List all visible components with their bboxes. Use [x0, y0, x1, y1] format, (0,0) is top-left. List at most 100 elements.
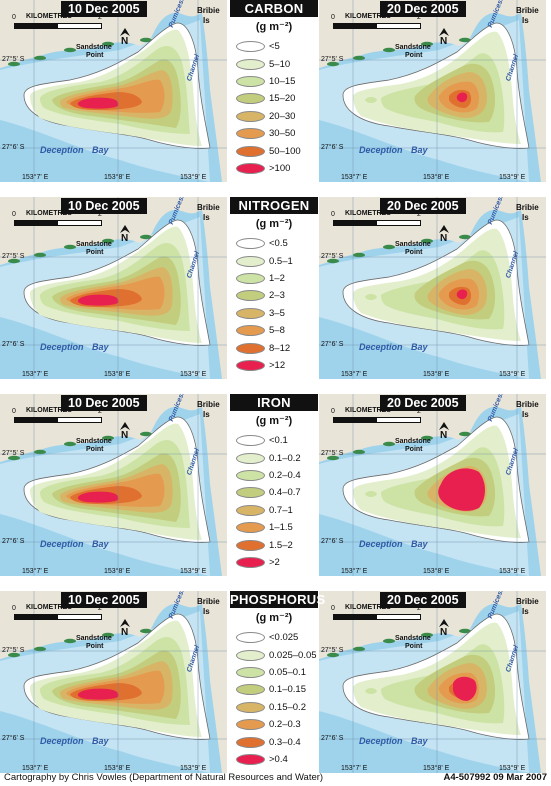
north-arrow-icon — [120, 225, 130, 233]
legend-item: 0.4–0.7 — [236, 484, 318, 501]
mainland-shape — [319, 591, 546, 659]
contour-band — [365, 294, 377, 300]
mangrove-patch — [102, 238, 114, 244]
legend-swatch — [236, 93, 265, 105]
legend-swatch — [236, 701, 265, 713]
legend-item: 0.2–0.3 — [236, 716, 318, 733]
mangrove-patch — [140, 234, 152, 240]
legend-label: >100 — [269, 162, 291, 174]
map-canvas — [319, 197, 546, 379]
contour-band — [438, 468, 485, 511]
north-label: N — [121, 627, 129, 638]
mainland-shape — [319, 394, 546, 462]
north-label: N — [440, 233, 448, 244]
point-label: Point — [405, 446, 423, 453]
mangrove-patch — [34, 449, 46, 455]
map-canvas — [319, 591, 546, 773]
panel-carbon: 10 Dec 2005 KILOMETRES 0 2 N Sandstone Point Br… — [0, 0, 551, 182]
legend-swatch — [236, 556, 265, 568]
legend-label: 0.1–0.2 — [269, 452, 301, 464]
legend-unit: (g m⁻²) — [255, 612, 293, 624]
legend-item: 3–5 — [236, 305, 318, 322]
map-date: 20 Dec 2005 — [380, 395, 466, 411]
scale-label: KILOMETRES — [26, 210, 72, 217]
legend-swatch — [236, 539, 265, 551]
north-label: N — [440, 430, 448, 441]
mangrove-patch — [421, 41, 433, 47]
scale-label: KILOMETRES — [26, 13, 72, 20]
legend-swatch — [236, 684, 265, 696]
legend-label: 3–5 — [269, 307, 285, 319]
bribie-island-shape — [519, 197, 546, 379]
legend-label: 5–10 — [269, 58, 291, 70]
latitude-label: 27°5' S — [2, 56, 25, 63]
mainland-shape — [319, 197, 546, 265]
legend-label: 1–1.5 — [269, 522, 293, 534]
scale-bar — [14, 417, 102, 423]
point-label: Point — [405, 249, 423, 256]
longitude-label: 153°9' E — [180, 371, 207, 378]
mangrove-patch — [140, 37, 152, 43]
legend-title: PHOSPHORUS — [230, 591, 326, 608]
scale-bar — [333, 220, 421, 226]
scale-zero: 0 — [12, 211, 16, 218]
scale-two: 2 — [98, 605, 102, 612]
mainland-shape — [0, 394, 227, 462]
contour-band — [456, 92, 468, 103]
legend-label: 30–50 — [269, 128, 296, 140]
mangrove-patch — [102, 435, 114, 441]
bribie-label: Bribie — [516, 203, 539, 212]
legend: CARBON (g m⁻²) <5 5–10 10–15 15–20 20–30 30–50 5… — [230, 0, 318, 182]
deception-label: Deception — [40, 342, 84, 352]
legend-swatch — [236, 469, 265, 481]
legend-item: 0.3–0.4 — [236, 733, 318, 750]
legend-swatch — [236, 435, 265, 447]
bay-label: Bay — [411, 539, 428, 549]
legend-item: 0.2–0.4 — [236, 467, 318, 484]
bribie-island-shape — [200, 0, 227, 182]
legend-items: <0.025 0.025–0.05 0.05–0.1 0.1–0.15 0.15–0.2… — [236, 629, 318, 768]
mangrove-patch — [383, 47, 395, 53]
mangrove-patch — [459, 234, 471, 240]
legend-swatch — [236, 162, 265, 174]
legend-unit: (g m⁻²) — [255, 415, 293, 427]
mangrove-patch — [353, 449, 365, 455]
legend-swatch — [236, 342, 265, 354]
panel-phosphorus: 10 Dec 2005 KILOMETRES 0 2 N Sandstone Point Br… — [0, 591, 551, 773]
bay-label: Bay — [92, 539, 109, 549]
legend-swatch — [236, 719, 265, 731]
scale-two: 2 — [417, 14, 421, 21]
longitude-label: 153°8' E — [104, 174, 131, 181]
legend-swatch — [236, 487, 265, 499]
north-label: N — [121, 36, 129, 47]
legend-item: 0.5–1 — [236, 252, 318, 269]
north-arrow-icon — [439, 422, 449, 430]
scale-two: 2 — [98, 211, 102, 218]
legend-item: 1.5–2 — [236, 536, 318, 553]
legend-item: 0.05–0.1 — [236, 664, 318, 681]
mainland-shape — [319, 0, 546, 68]
longitude-label: 153°7' E — [22, 174, 49, 181]
mangrove-patch — [421, 632, 433, 638]
legend-item: 1–1.5 — [236, 519, 318, 536]
is-label: Is — [522, 410, 529, 419]
map-dec10: 10 Dec 2005 KILOMETRES 0 2 N Sandstone Point Br… — [0, 0, 227, 182]
legend-label: 0.2–0.3 — [269, 719, 301, 731]
bribie-label: Bribie — [197, 400, 220, 409]
legend: PHOSPHORUS (g m⁻²) <0.025 0.025–0.05 0.05–0.… — [230, 591, 326, 773]
legend-swatch — [236, 290, 265, 302]
scale-bar — [333, 614, 421, 620]
credit-text: Cartography by Chris Vowles (Department … — [4, 772, 324, 783]
legend-label: 15–20 — [269, 93, 296, 105]
scale-two: 2 — [417, 605, 421, 612]
legend-swatch — [236, 307, 265, 319]
scale-bar — [14, 23, 102, 29]
mangrove-patch — [383, 244, 395, 250]
legend-item: 5–8 — [236, 322, 318, 339]
legend-swatch — [236, 128, 265, 140]
is-label: Is — [522, 16, 529, 25]
mangrove-patch — [102, 632, 114, 638]
mangrove-patch — [421, 435, 433, 441]
latitude-label: 27°6' S — [321, 144, 344, 151]
longitude-label: 153°9' E — [499, 765, 526, 772]
